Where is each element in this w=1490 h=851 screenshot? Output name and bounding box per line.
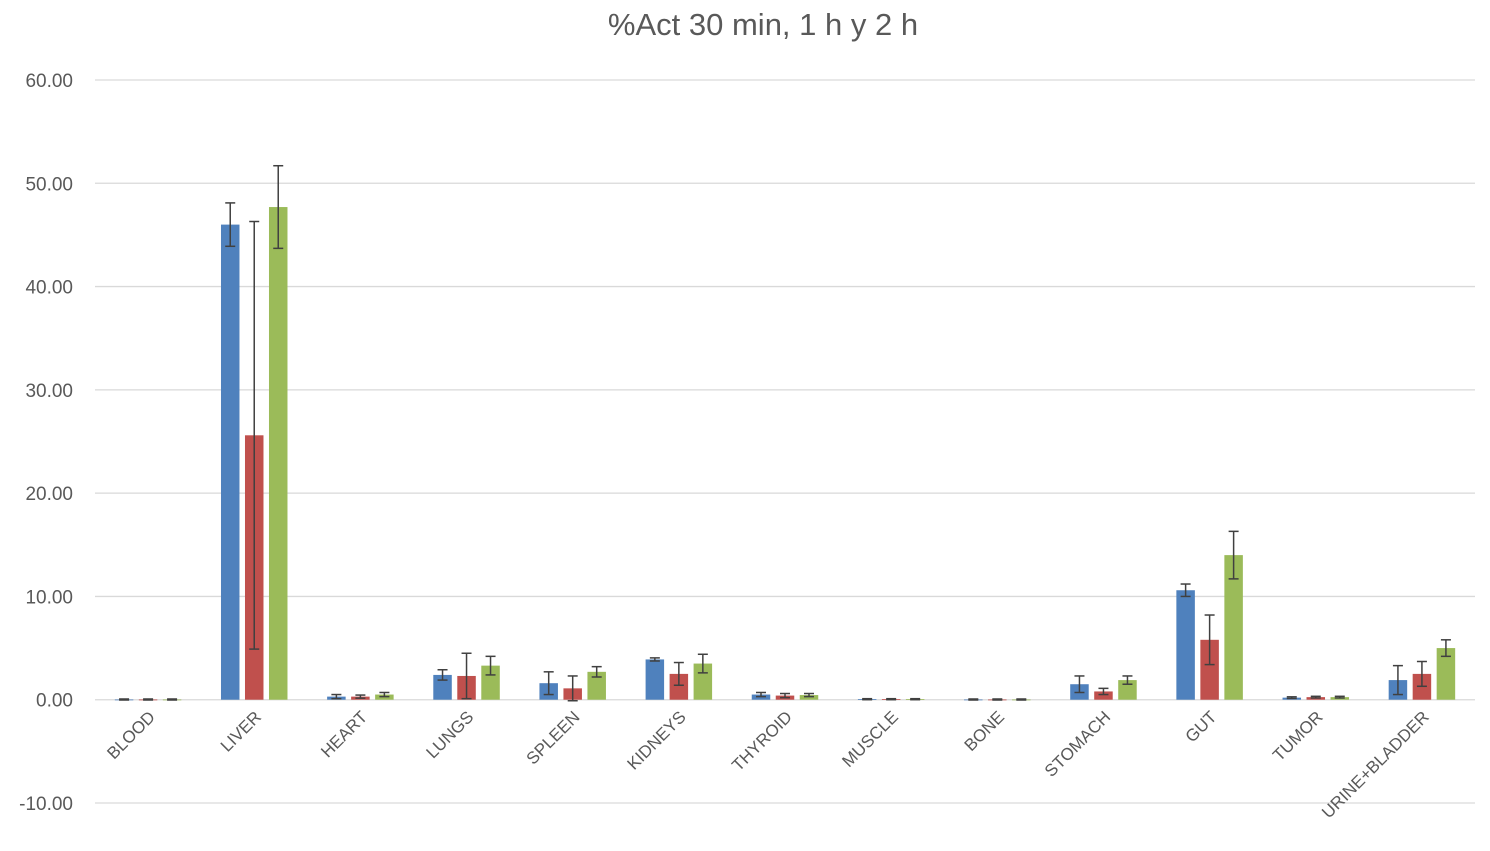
error-bars — [119, 164, 1451, 702]
x-tick-label: KIDNEYS — [623, 707, 689, 773]
bars — [114, 207, 1456, 701]
bar — [669, 673, 689, 700]
bar — [220, 224, 240, 700]
x-tick-label: LUNGS — [423, 707, 478, 762]
bar — [587, 671, 606, 700]
x-tick-label: SPLEEN — [523, 707, 584, 768]
y-tick-label: 30.00 — [25, 381, 73, 402]
bar — [1436, 648, 1456, 700]
bar — [1094, 691, 1113, 700]
y-tick-label: -10.00 — [19, 794, 73, 815]
bar — [645, 659, 665, 700]
x-tick-label: GUT — [1182, 707, 1221, 746]
bar — [268, 207, 288, 700]
x-axis-labels: BLOOD LIVER HEART LUNGS SPLEEN KIDNEYS THYROID… — [103, 707, 1432, 822]
bar — [799, 695, 819, 700]
bar — [481, 665, 500, 700]
bar — [1118, 680, 1137, 700]
y-axis-labels: -10.00 0.00 10.00 20.00 30.00 40.00 50.00 60.00 — [19, 71, 73, 815]
y-tick-label: 40.00 — [25, 278, 73, 299]
x-tick-label: BLOOD — [103, 707, 159, 763]
bar — [1200, 639, 1219, 700]
y-tick-label: 20.00 — [25, 484, 73, 505]
chart-title: %Act 30 min, 1 h y 2 h — [608, 7, 918, 42]
x-tick-label: MUSCLE — [838, 707, 902, 771]
y-tick-label: 60.00 — [25, 71, 73, 92]
x-tick-label: LIVER — [217, 707, 265, 755]
gridlines — [95, 79, 1475, 804]
x-tick-label: TUMOR — [1269, 707, 1327, 765]
x-tick-label: HEART — [317, 707, 371, 761]
y-tick-label: 50.00 — [25, 174, 73, 195]
bar — [433, 674, 452, 700]
x-tick-label: THYROID — [728, 707, 796, 775]
x-tick-label: STOMACH — [1041, 707, 1114, 780]
y-tick-label: 10.00 — [25, 587, 73, 608]
bar — [1224, 555, 1243, 700]
bar — [1176, 590, 1195, 700]
x-tick-label: BONE — [961, 707, 1009, 755]
x-tick-label: URINE+BLADDER — [1318, 707, 1433, 822]
y-tick-label: 0.00 — [36, 691, 73, 712]
